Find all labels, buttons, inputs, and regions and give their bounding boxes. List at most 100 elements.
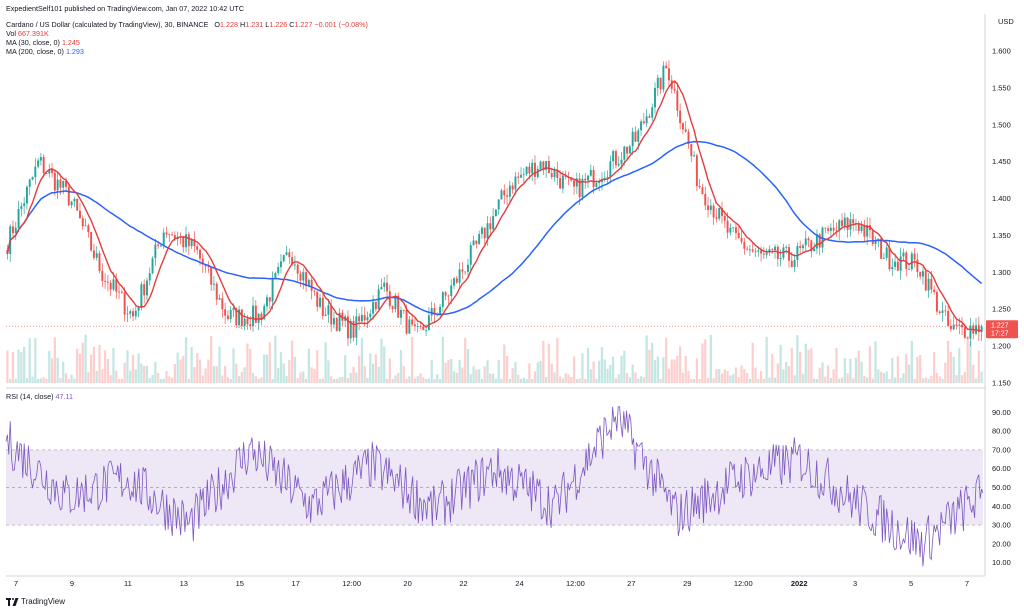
candle-body [115,279,118,292]
candle-body [391,306,394,310]
candle-body [400,310,402,318]
volume-bar [927,378,930,383]
candle-body [25,186,28,204]
volume-bar [522,377,525,383]
footer-brand[interactable]: TradingView [6,597,65,606]
volume-bar [614,378,618,383]
volume-bar [712,378,715,383]
volume-bar [291,340,294,383]
candle-body [132,311,134,317]
candle-body [419,326,422,327]
volume-bar [505,356,509,383]
volume-bar [210,335,213,383]
candle-body [751,249,754,252]
candle-body [788,247,790,261]
volume-bar [25,378,29,383]
volume-bar [746,372,749,383]
candle-body [776,246,779,259]
volume-bar [433,378,436,383]
candle-body [793,260,796,267]
volume-bar [771,354,774,383]
volume-bar [59,378,62,383]
time-tick-label: 27 [627,579,635,588]
rsi-axis[interactable]: 90.00 80.00 70.00 60.00 50.00 40.00 30.00 20.00… [992,408,1011,567]
volume-bar [651,342,654,383]
volume-bar [215,366,218,383]
volume-bar [123,362,126,383]
candle-body [707,205,710,211]
volume-bar [787,365,791,383]
volume-bar [53,337,56,383]
candle-body [514,176,517,190]
candle-body [232,308,235,311]
candle-body [369,313,372,318]
volume-bar [109,375,112,383]
price-axis[interactable]: 1.600 1.550 1.500 1.450 1.400 1.350 1.300 1.250… [992,47,1011,388]
ohlc-legend[interactable]: Cardano / US Dollar (calculated by Tradi… [6,20,368,29]
volume-bar [885,371,888,383]
rsi-pane [5,406,984,567]
rsi-tick-label: 20.00 [992,539,1011,548]
candle-body [637,130,640,142]
volume-bar [240,371,243,383]
ma30-legend[interactable]: MA (30, close, 0) 1.245 [6,38,80,47]
candle-body [955,324,958,326]
candle-body [533,162,536,177]
candle-body [171,234,174,236]
candles [6,60,983,347]
volume-bar [438,378,442,383]
candle-body [224,309,227,316]
candle-body [98,253,101,271]
candle-body [374,301,377,310]
candle-body [966,337,969,339]
rsi-legend[interactable]: RSI (14, close) 47.11 [6,392,73,401]
volume-bar [905,354,908,383]
volume-bar [874,341,877,383]
candle-body [545,161,548,170]
ma200-legend[interactable]: MA (200, close, 0) 1.293 [6,47,84,56]
volume-bar [67,378,70,383]
volume-bar [835,347,838,383]
candle-body [924,271,927,291]
candle-body [748,249,751,251]
open-value: 1.228 [220,20,238,29]
volume-bar [832,369,835,383]
volume-bar [383,346,386,383]
candle-body [829,227,832,231]
candle-body [324,314,327,316]
volume-bar [854,357,858,383]
candle-body [721,208,723,216]
candle-body [648,116,651,118]
candle-body [866,225,869,237]
candle-body [634,131,637,142]
candle-body [101,270,104,281]
candle-body [726,220,729,233]
candle-body [651,107,654,118]
candle-body [899,256,902,271]
volume-bar [296,378,299,383]
volume-bar [896,356,899,383]
candle-body [120,291,123,293]
volume-bar [148,378,151,383]
candle-body [849,219,852,230]
candle-body [14,227,17,234]
volume-bar [824,376,827,383]
candle-body [922,271,924,277]
volume-bar [422,377,425,383]
volume-bar [9,378,12,383]
candle-body [779,257,782,259]
volume-bar [558,376,562,383]
volume-bar [452,371,456,383]
volume-bar [572,356,576,383]
candle-body [243,318,246,326]
volume-bar [891,357,894,383]
volume-bar [182,356,185,383]
volume-bar [637,378,640,383]
volume-legend[interactable]: Vol 667.391K [6,29,49,38]
time-tick-label: 22 [459,579,467,588]
volume-bar [868,346,872,383]
time-axis[interactable]: 7 9 11 13 15 17 12:00 20 22 24 12:00 27 29 12:00 2022 3… [14,579,969,588]
candle-body [148,273,151,281]
candle-body [553,170,556,178]
